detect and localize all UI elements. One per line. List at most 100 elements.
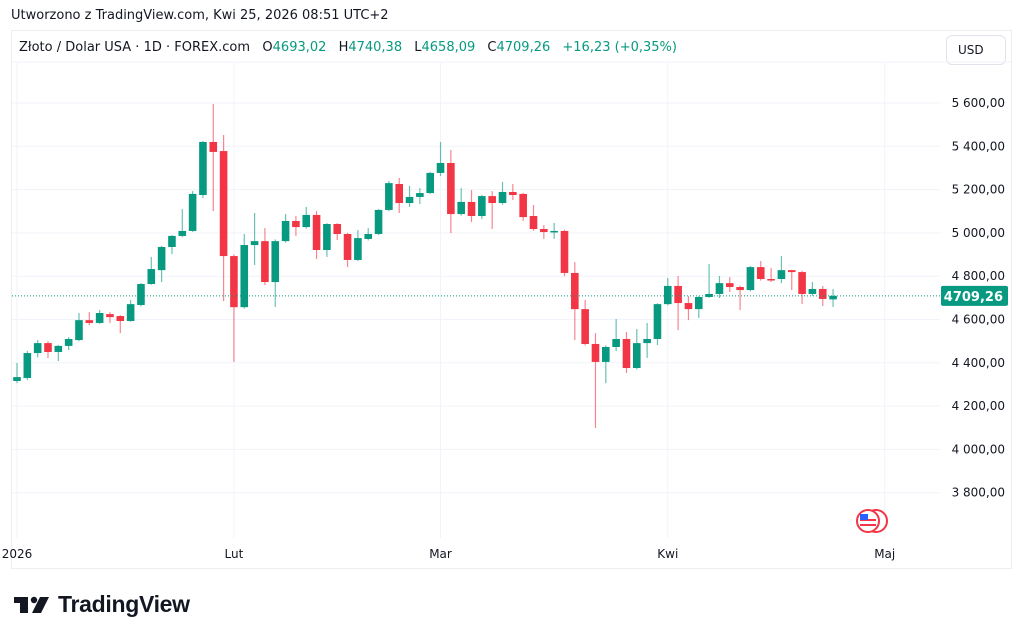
candle-body [374, 209, 383, 234]
candle [602, 345, 610, 384]
candle [715, 275, 724, 299]
last-price-badge [941, 285, 1008, 306]
candle-body [343, 233, 352, 260]
candle [488, 191, 496, 230]
y-tick-label: 5 000,00 [952, 226, 1005, 240]
candle-body [271, 241, 280, 283]
candle-body [292, 220, 300, 228]
candle-body [591, 343, 600, 362]
logo-text: TradingView [58, 591, 190, 617]
candle [250, 212, 259, 265]
candle [529, 204, 538, 231]
candle-body [64, 338, 73, 346]
candle [147, 256, 156, 285]
candle-body [509, 191, 517, 196]
candle [364, 228, 373, 241]
candle-body [302, 214, 311, 228]
candle [85, 312, 94, 326]
candle-body [746, 267, 755, 291]
candle-body [725, 283, 734, 288]
candle [33, 340, 42, 358]
y-tick-label: 4 200,00 [952, 399, 1005, 413]
candle [736, 285, 744, 310]
candle [219, 135, 228, 302]
symbol-legend: Złoto / Dolar USA · 1D · FOREX.com O4693… [19, 40, 685, 55]
candle [333, 223, 342, 241]
candle-body [550, 230, 558, 233]
candle-body [85, 320, 94, 323]
currency-button[interactable]: USD [946, 35, 1006, 65]
candle-body [478, 196, 486, 217]
candle-body [756, 267, 765, 280]
candle [509, 183, 517, 200]
change-value: +16,23 (+0,35%) [562, 40, 677, 55]
candle-body [416, 193, 424, 197]
candle-body [261, 241, 269, 283]
y-tick-label: 4 800,00 [952, 269, 1005, 283]
candle [694, 296, 703, 318]
x-tick-label: Lut [225, 547, 244, 561]
candle-body [230, 256, 238, 308]
candle [281, 214, 290, 243]
low-value: 4658,09 [421, 40, 476, 55]
candle [725, 277, 734, 293]
candle [13, 363, 21, 384]
close-label: C [487, 40, 497, 55]
candle-body [643, 338, 651, 344]
y-tick-label: 4 400,00 [952, 356, 1005, 370]
candle [395, 177, 404, 213]
candle-body [75, 320, 83, 341]
created-caption: Utworzono z TradingView.com, Kwi 25, 202… [11, 8, 389, 23]
candle [467, 190, 476, 223]
open-value: 4693,02 [272, 40, 327, 55]
candle-body [467, 201, 476, 217]
us-flag-icon [856, 509, 888, 533]
candle-body [354, 238, 362, 260]
candle-body [818, 288, 827, 299]
candle-body [684, 303, 693, 310]
candle-body [312, 214, 321, 251]
y-tick-label: 5 600,00 [952, 96, 1005, 110]
candle-body [106, 314, 114, 318]
candle-body [787, 270, 796, 273]
candle [798, 270, 806, 305]
candle-body [602, 346, 610, 362]
x-tick-label: Mar [429, 547, 452, 561]
candle [478, 195, 486, 220]
candle-body [798, 272, 806, 294]
candle-body [736, 287, 744, 291]
candle-body [209, 141, 218, 152]
candle-body [436, 162, 445, 173]
symbol-title[interactable]: Złoto / Dolar USA · 1D · FOREX.com [19, 40, 251, 55]
candle [106, 312, 114, 323]
candle-body [674, 285, 682, 304]
chart-frame [11, 30, 1012, 569]
candle-body [95, 313, 104, 323]
candle [416, 188, 424, 205]
candle [767, 267, 775, 283]
candle [653, 303, 662, 346]
y-tick-label: 3 800,00 [952, 486, 1005, 500]
candle [240, 233, 249, 309]
candle [188, 191, 197, 232]
candle [447, 149, 455, 234]
candle-body [33, 343, 42, 354]
x-tick-label: Kwi [657, 547, 678, 561]
candle [550, 222, 558, 239]
candle-body [385, 183, 393, 210]
candle [519, 192, 527, 221]
candle-body [13, 377, 21, 381]
candle-body [622, 338, 631, 368]
candle-body [633, 343, 641, 368]
candle-body [581, 309, 589, 344]
candle [808, 282, 817, 296]
candle-body [457, 201, 465, 215]
candle [75, 313, 83, 342]
candle-body [715, 283, 724, 294]
candle [343, 232, 352, 268]
candle [787, 269, 796, 291]
y-tick-label: 5 200,00 [952, 183, 1005, 197]
candle [209, 104, 218, 212]
candle [54, 345, 63, 362]
